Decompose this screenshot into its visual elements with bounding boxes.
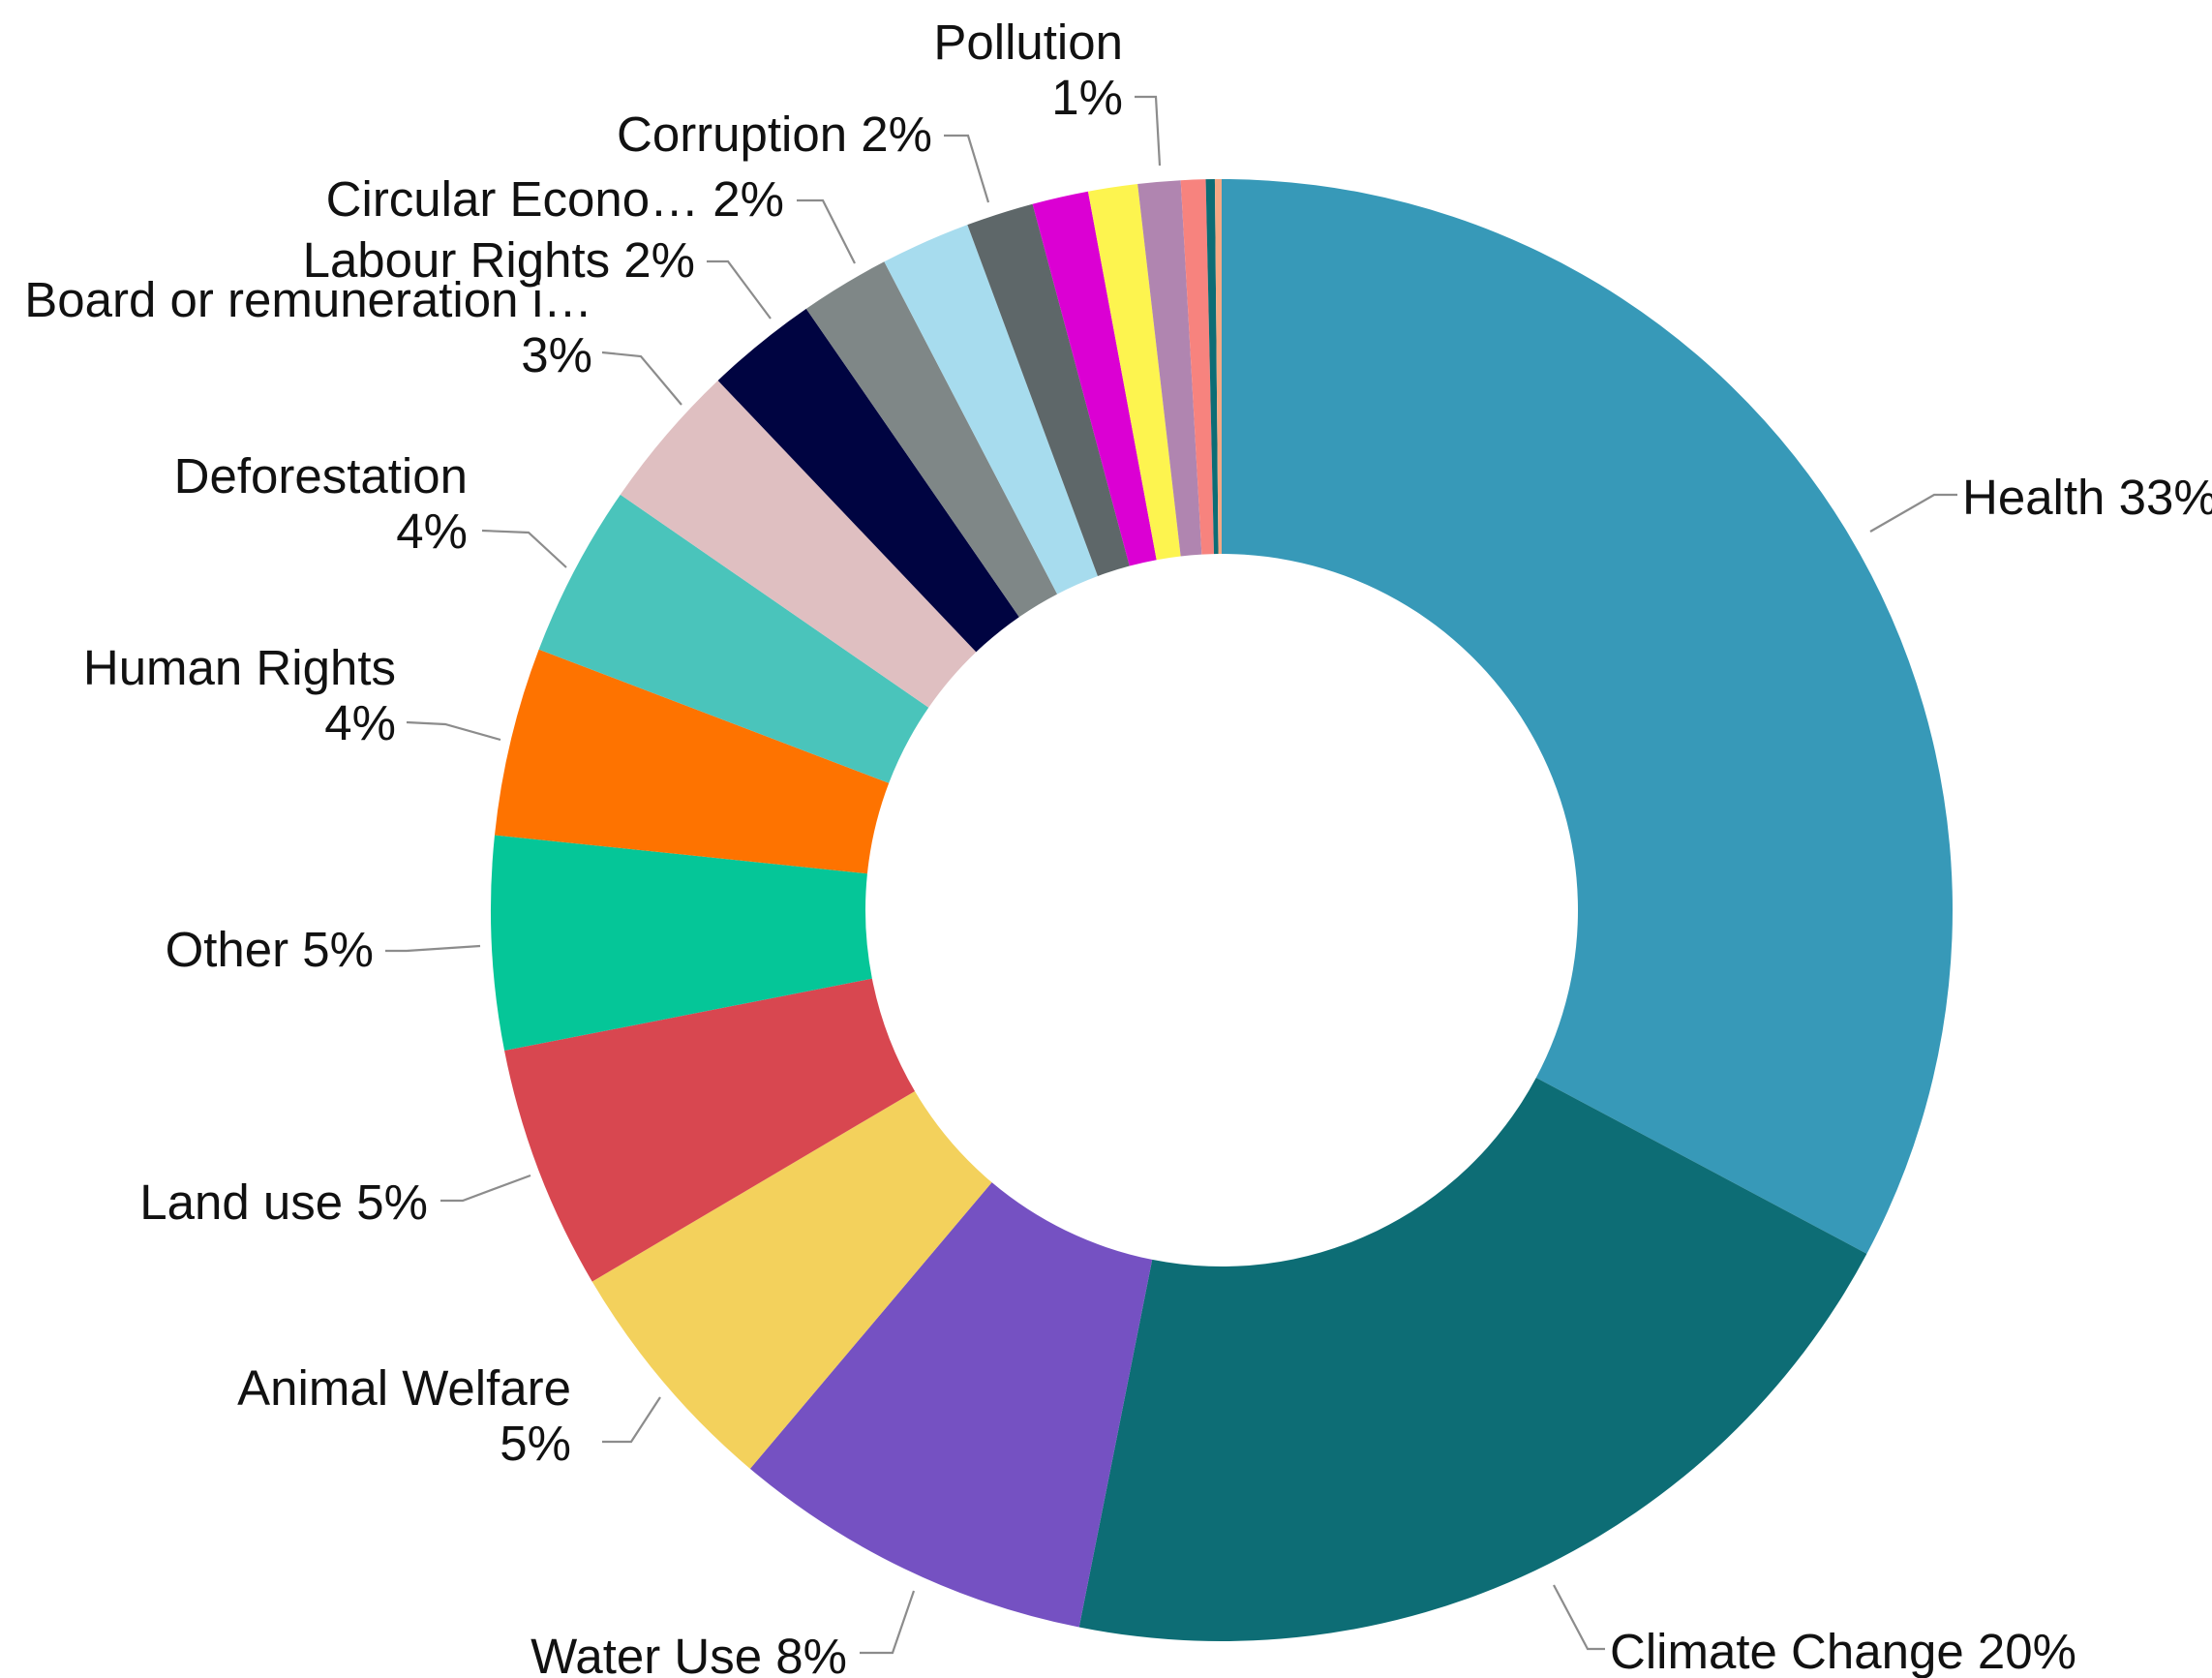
slice-label-labour-rights: Labour Rights 2% [303, 232, 695, 288]
slice-label-animal-welfare-line-2: 5% [500, 1416, 571, 1471]
slice-pollution [1137, 180, 1202, 557]
slice-land-use [504, 978, 916, 1282]
slice-label-deforestation-line-1: Deforestation [174, 448, 468, 503]
slice-label-health: Health 33% [1962, 470, 2212, 525]
slice-corruption [884, 225, 1098, 595]
slice-animal-welfare [591, 1090, 992, 1469]
leader-line-animal-welfare [602, 1396, 661, 1444]
leader-line-water-use [860, 1590, 916, 1655]
slice-circular-econo [805, 261, 1058, 618]
slice-label-board-or-remuneration-i-line-2: 3% [521, 327, 592, 382]
leader-line-labour-rights [707, 259, 772, 320]
slice-human-rights [494, 649, 890, 874]
leader-line-deforestation [481, 529, 567, 568]
leader-line-corruption [944, 134, 990, 203]
slice-label-human-rights-line-2: 4% [324, 695, 396, 750]
slice-unlabeled-12 [967, 203, 1130, 576]
leader-line-human-rights [406, 720, 501, 742]
slice-label-pollution-line-1: Pollution [933, 15, 1123, 70]
slice-label-circular-econo: Circular Econo… 2% [326, 171, 784, 227]
slice-unlabeled-13 [1032, 191, 1157, 566]
label-group: Health 33% Climate Change 20% Water Use 8%… [24, 15, 2212, 1678]
slice-label-board-or-remuneration-i-line-1: Board or remuneration i… [24, 272, 592, 327]
slice-health [1222, 179, 1953, 1254]
slice-labour-rights [717, 308, 1019, 653]
slice-label-water-use: Water Use 8% [530, 1629, 847, 1678]
slice-group [490, 179, 1953, 1642]
slice-unlabeled-17 [1205, 179, 1219, 555]
slice-label-other: Other 5% [166, 922, 374, 977]
leader-line-pollution [1135, 95, 1162, 167]
slice-label-pollution-line-2: 1% [1051, 70, 1123, 125]
slice-label-deforestation-line-2: 4% [396, 503, 468, 559]
leader-line-other [385, 944, 481, 953]
slice-board-or-remuneration-i [620, 380, 977, 708]
slice-label-corruption: Corruption 2% [617, 107, 932, 162]
leader-line-group [385, 95, 1957, 1655]
slice-label-climate-change: Climate Change 20% [1610, 1624, 2076, 1678]
slice-water-use [749, 1182, 1153, 1628]
leader-line-circular-econo [797, 198, 856, 264]
leader-line-health [1869, 493, 1957, 533]
slice-climate-change [1078, 1077, 1867, 1642]
slice-label-human-rights-line-1: Human Rights [83, 640, 396, 695]
slice-label-land-use: Land use 5% [139, 1175, 428, 1230]
slice-other [490, 835, 872, 1051]
slice-unlabeled-14 [1087, 184, 1181, 561]
slice-unlabeled-16 [1180, 179, 1214, 555]
slice-unlabeled-18 [1214, 179, 1222, 555]
slice-deforestation [538, 494, 929, 783]
leader-line-climate-change [1553, 1584, 1605, 1651]
leader-line-land-use [440, 1174, 531, 1203]
slice-label-animal-welfare-line-1: Animal Welfare [237, 1360, 571, 1416]
leader-line-board-or-remuneration-i [601, 351, 682, 406]
